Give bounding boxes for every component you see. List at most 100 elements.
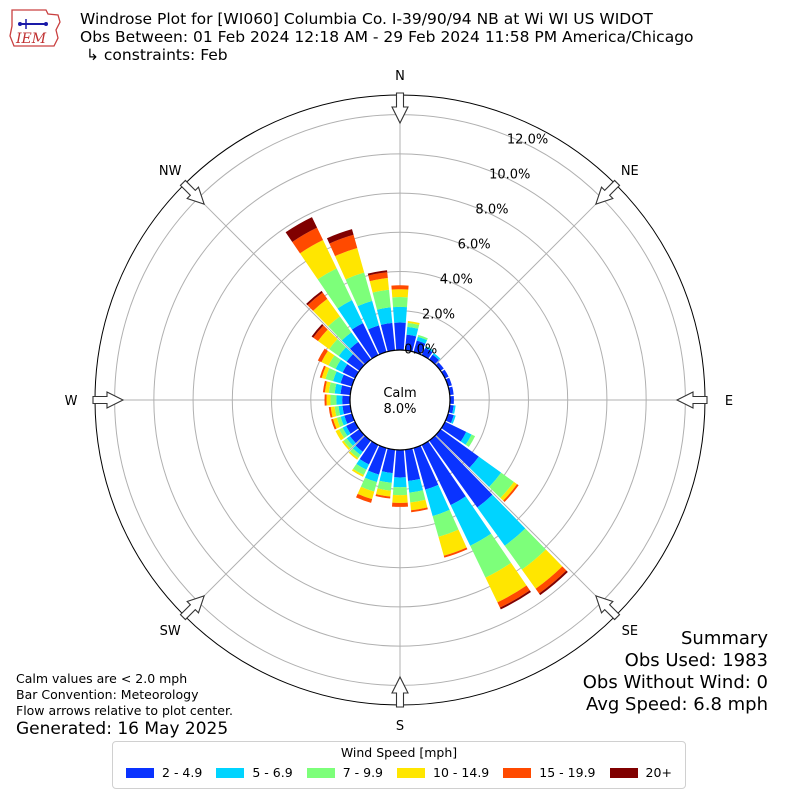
rose-bar-segment [413,445,439,490]
rose-bar-segment [372,289,391,310]
calm-circle [349,349,451,451]
rose-bar-segment [408,478,424,493]
windrose-bars [285,217,568,610]
logo-text: IEM [15,31,47,47]
rose-bar-segment [429,354,440,365]
rose-bar-segment [343,438,353,449]
rose-bar-segment [340,374,355,387]
rose-bar-segment [368,445,387,475]
rose-bar-segment [352,445,363,455]
compass-label: W [65,394,78,409]
radial-grid [94,94,706,706]
rose-bar-segment [393,477,407,488]
flow-arrow-icon [92,391,125,409]
rose-bar-segment [285,217,318,243]
radial-gridline [183,183,365,365]
rose-bar-segment [324,394,327,406]
rose-bar-segment [317,268,352,309]
grid-ring [231,231,569,569]
rose-bar-segment [332,417,341,429]
rose-bar-segment [410,499,428,511]
rose-bar-segment [342,404,352,415]
rose-bar-segment [324,381,331,393]
rose-bar-segment [465,434,476,447]
rose-bar-segment [450,496,492,546]
rose-bar-segment [342,425,351,436]
rose-bar-segment [331,418,337,430]
rose-bar-segment [329,339,346,356]
chart-title: Windrose Plot for [WI060] Columbia Co. I… [80,10,653,28]
rose-bar-segment [425,346,434,353]
rose-bar-segment [341,332,359,349]
rose-bar-segment [449,395,454,405]
rose-bar-segment [328,406,333,418]
rose-bar-segment [380,322,396,352]
rose-bar-segment [299,240,337,280]
flow-arrow-icon [594,179,621,206]
rose-bar-segment [429,435,493,508]
chart-header: Windrose Plot for [WI060] Columbia Co. I… [80,10,694,64]
legend-swatch [397,767,426,778]
legend-label: 15 - 19.9 [539,765,596,780]
rose-bar-segment [417,334,428,341]
rose-bar-segment [342,395,351,405]
flow-arrow-icon [391,92,409,125]
flow-arrow-icon [391,675,409,708]
rose-bar-segment [357,486,375,500]
rose-bar-segment [364,470,380,483]
bar-convention-note: Bar Convention: Meteorology [16,687,199,702]
legend-swatch [306,767,335,778]
calm-value: 8.0% [383,402,416,417]
rose-bar-segment [334,383,343,395]
rose-bar-segment [350,448,361,459]
obs-used: Obs Used: 1983 [624,650,768,671]
compass-label: S [396,719,404,734]
rose-bar-segment [326,229,354,244]
rose-bar-segment [407,320,420,325]
rose-bar-segment [391,502,409,507]
rose-bar-segment [336,395,343,405]
grid-ring [192,192,608,608]
rose-bar-segment [350,341,371,365]
rose-bar-segment [351,468,364,477]
grid-ring [271,271,529,529]
rose-bar-segment [348,451,359,460]
avg-speed: Avg Speed: 6.8 mph [586,694,768,715]
rose-bar-segment [470,533,512,578]
radial-tick-label: 10.0% [489,168,530,183]
rose-bar-segment [445,377,452,387]
obs-without-wind: Obs Without Wind: 0 [582,672,768,693]
rose-bar-segment [376,488,391,497]
flow-arrow-icon [179,179,206,206]
rose-bar-segment [497,585,530,608]
rose-bar-segment [344,413,355,424]
rose-bar-segment [503,484,519,503]
rose-bar-segment [356,493,373,503]
rose-bar-segment [337,300,364,330]
rose-bar-segment [292,227,324,254]
rose-bar-segment [404,334,417,352]
legend-swatch [216,767,245,778]
rose-bar-segment [535,566,567,594]
rose-bar-segment [499,590,531,610]
compass-label: SE [622,624,638,639]
rose-bar-segment [346,421,359,434]
rose-bar-segment [416,336,428,344]
iem-logo: IEM [6,6,64,50]
rose-bar-segment [342,364,359,379]
rose-bar-segment [313,298,340,327]
compass-label: E [725,394,733,409]
rose-bar-segment [319,365,326,378]
rose-bar-segment [328,355,341,369]
rose-bar-segment [409,490,426,503]
legend-item: 20+ [609,765,672,780]
legend-label: 5 - 6.9 [252,765,293,780]
rose-bar-segment [460,431,472,445]
rose-bar-segment [379,471,393,483]
legend-item: 7 - 9.9 [306,765,383,780]
rose-bar-segment [413,340,426,355]
rose-bar-segment [394,449,406,478]
legend-swatch [503,767,532,778]
rose-bar-segment [325,368,337,382]
